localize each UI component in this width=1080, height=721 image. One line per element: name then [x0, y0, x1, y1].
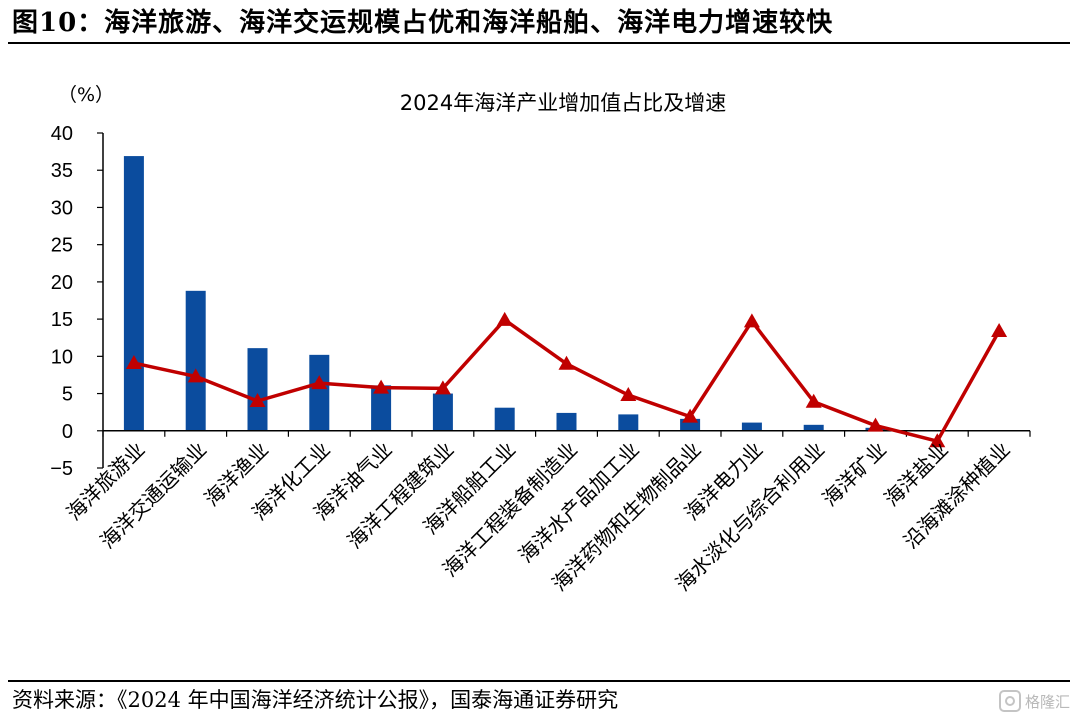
bar: [556, 412, 577, 431]
bar: [247, 348, 268, 431]
x-category-label: 海洋工程建筑业: [342, 437, 458, 553]
bar: [371, 385, 392, 431]
y-tick-label: 5: [62, 384, 73, 406]
line-marker: [187, 368, 204, 383]
x-category-label: 沿海滩涂种植业: [899, 437, 1015, 553]
y-tick-label: 0: [62, 421, 73, 443]
bar: [309, 354, 330, 431]
line-marker: [743, 313, 760, 328]
line-marker: [558, 355, 575, 370]
y-tick-label: 10: [51, 346, 73, 368]
line-marker: [867, 417, 884, 432]
y-tick-label: 25: [51, 235, 73, 257]
y-tick-label: 40: [51, 123, 73, 145]
bar: [123, 156, 144, 431]
y-tick-label: 20: [51, 272, 73, 294]
bar: [741, 422, 762, 431]
line-marker: [991, 323, 1008, 338]
x-category-label: 海洋矿业: [817, 437, 891, 511]
y-axis-unit-label: （%）: [58, 84, 114, 106]
bar: [680, 418, 701, 431]
line-marker: [249, 393, 266, 407]
bar: [618, 414, 639, 431]
line-marker: [929, 433, 946, 448]
x-category-label: 海洋交通运输业: [95, 437, 211, 553]
figure-title: 图10：海洋旅游、海洋交运规模占优和海洋船舶、海洋电力增速较快: [12, 8, 834, 38]
watermark-logo-icon: [998, 690, 1021, 712]
watermark: 格隆汇: [998, 690, 1070, 712]
line-marker: [805, 393, 822, 408]
bar: [185, 290, 206, 431]
line-marker: [682, 408, 699, 423]
bar: [803, 424, 824, 431]
line-marker: [373, 379, 390, 394]
chart-title: 2024年海洋产业增加值占比及增速: [400, 91, 726, 115]
source-note: 资料来源：《2024 年中国海洋经济统计公报》，国泰海通证券研究: [12, 688, 619, 712]
line-marker: [125, 355, 142, 370]
y-tick-label: 35: [51, 160, 73, 182]
y-tick-label: 30: [51, 197, 73, 219]
top-rule: [8, 42, 1070, 44]
line-marker: [620, 387, 637, 402]
line-marker: [434, 380, 451, 395]
y-tick-label: 15: [51, 309, 73, 331]
chart: 2024年海洋产业增加值占比及增速 （%） −5 0 5 10 15 20 25 30 35 40…: [50, 84, 1031, 596]
bar: [494, 407, 515, 431]
line-marker: [496, 311, 513, 326]
watermark-text: 格隆汇: [1024, 692, 1070, 711]
bar: [432, 393, 453, 431]
y-tick-label: −5: [50, 458, 73, 480]
bottom-rule: [8, 680, 1070, 682]
line-marker: [311, 375, 328, 390]
